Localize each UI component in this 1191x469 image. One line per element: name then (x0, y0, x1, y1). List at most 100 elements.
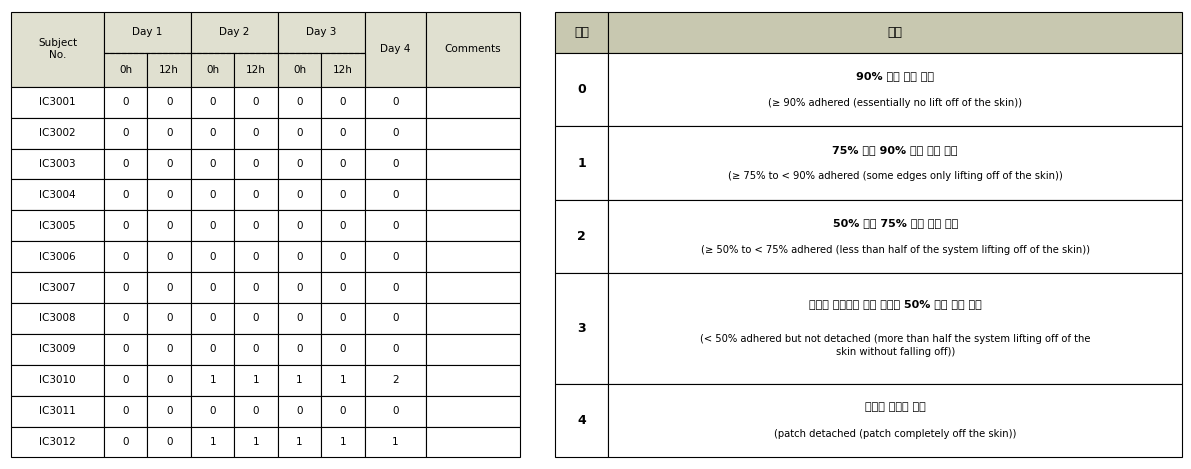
Text: 0: 0 (252, 128, 260, 138)
Bar (322, 396, 364, 427)
Bar (425, 210, 520, 241)
Text: 0: 0 (392, 159, 399, 169)
Text: 1: 1 (578, 157, 586, 169)
Bar (148, 241, 191, 272)
Text: 0: 0 (392, 313, 399, 324)
Bar (609, 53, 1181, 126)
Text: 1: 1 (210, 375, 216, 385)
Bar (278, 12, 364, 53)
Bar (322, 365, 364, 396)
Text: 2: 2 (392, 375, 399, 385)
Text: 0: 0 (252, 97, 260, 107)
Bar (555, 200, 609, 273)
Text: 0: 0 (166, 97, 173, 107)
Text: 0: 0 (166, 282, 173, 293)
Bar (322, 210, 364, 241)
Text: 0: 0 (392, 344, 399, 355)
Bar (364, 427, 425, 457)
Bar (278, 53, 322, 87)
Text: 0: 0 (339, 313, 347, 324)
Bar (11, 87, 104, 118)
Bar (235, 180, 278, 210)
Bar (148, 87, 191, 118)
Bar (609, 273, 1181, 384)
Text: 1: 1 (210, 437, 216, 447)
Bar (104, 53, 148, 87)
Bar (148, 53, 191, 87)
Text: 0: 0 (297, 97, 303, 107)
Bar (278, 241, 322, 272)
Text: 0: 0 (297, 221, 303, 231)
Text: (patch detached (patch completely off the skin)): (patch detached (patch completely off th… (774, 429, 1016, 439)
Text: 0: 0 (210, 344, 216, 355)
Text: 설명: 설명 (887, 26, 903, 38)
Text: 0: 0 (166, 159, 173, 169)
Bar (11, 427, 104, 457)
Bar (191, 365, 235, 396)
Text: 0: 0 (297, 406, 303, 416)
Bar (191, 427, 235, 457)
Bar (322, 149, 364, 180)
Bar (425, 12, 520, 87)
Text: 0: 0 (339, 97, 347, 107)
Bar (278, 303, 322, 334)
Bar (235, 334, 278, 365)
Text: Comments: Comments (444, 44, 501, 54)
Bar (609, 200, 1181, 273)
Text: IC3006: IC3006 (39, 252, 76, 262)
Text: 0: 0 (252, 221, 260, 231)
Bar (364, 87, 425, 118)
Bar (425, 272, 520, 303)
Bar (425, 365, 520, 396)
Text: Day 2: Day 2 (219, 27, 250, 37)
Bar (425, 303, 520, 334)
Bar (364, 272, 425, 303)
Bar (11, 118, 104, 149)
Text: 0: 0 (339, 190, 347, 200)
Bar (278, 334, 322, 365)
Text: Subject
No.: Subject No. (38, 38, 77, 60)
Text: 0: 0 (123, 190, 129, 200)
Bar (364, 118, 425, 149)
Text: 0: 0 (252, 282, 260, 293)
Text: 0: 0 (210, 406, 216, 416)
Text: 0: 0 (166, 190, 173, 200)
Bar (235, 427, 278, 457)
Text: 1: 1 (297, 375, 303, 385)
Bar (278, 365, 322, 396)
Text: 0: 0 (123, 159, 129, 169)
Text: (≥ 90% adhered (essentially no lift off of the skin)): (≥ 90% adhered (essentially no lift off … (768, 98, 1022, 108)
Text: 1: 1 (339, 437, 347, 447)
Text: 0: 0 (339, 344, 347, 355)
Text: 0: 0 (252, 406, 260, 416)
Text: 0: 0 (297, 159, 303, 169)
Text: 0: 0 (392, 190, 399, 200)
Text: 0: 0 (123, 221, 129, 231)
Bar (104, 334, 148, 365)
Bar (148, 149, 191, 180)
Bar (235, 210, 278, 241)
Text: IC3004: IC3004 (39, 190, 76, 200)
Bar (278, 87, 322, 118)
Text: 0: 0 (166, 128, 173, 138)
Text: 0: 0 (123, 406, 129, 416)
Bar (322, 53, 364, 87)
Bar (322, 118, 364, 149)
Bar (235, 303, 278, 334)
Text: IC3001: IC3001 (39, 97, 76, 107)
Bar (191, 396, 235, 427)
Bar (148, 365, 191, 396)
Bar (364, 334, 425, 365)
Text: 패취가 떨어진 상태: 패취가 떨어진 상태 (865, 402, 925, 412)
Text: 0h: 0h (206, 65, 219, 75)
Bar (322, 303, 364, 334)
Text: 50% 이상 75% 미만 부착 유지: 50% 이상 75% 미만 부착 유지 (833, 219, 958, 228)
Bar (148, 303, 191, 334)
Bar (555, 384, 609, 457)
Bar (11, 241, 104, 272)
Bar (235, 396, 278, 427)
Text: 2: 2 (578, 230, 586, 243)
Text: Day 1: Day 1 (132, 27, 163, 37)
Bar (278, 210, 322, 241)
Bar (322, 241, 364, 272)
